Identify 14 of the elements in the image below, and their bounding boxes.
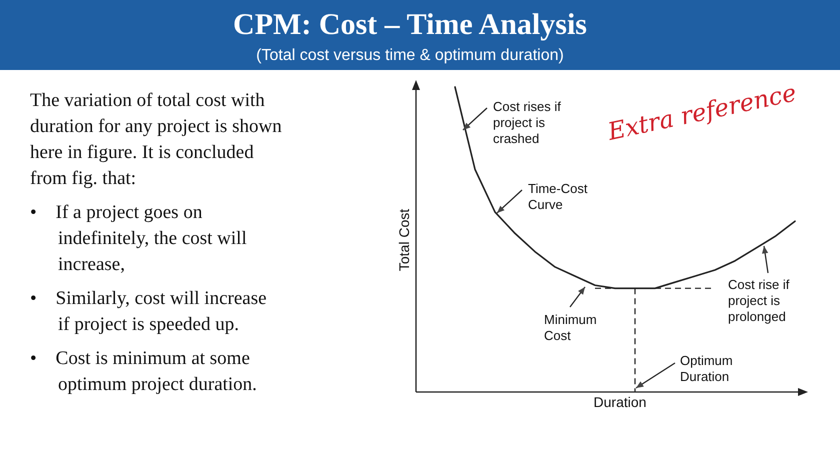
y-axis-title: Total Cost [396, 208, 412, 272]
text: • Similarly, cost will increase if project is speeded up. [30, 288, 267, 335]
annotation: Optimum Duration [680, 353, 733, 384]
chart-subtitle: (Total cost versus time & optimum duration) [256, 47, 564, 64]
annotation: Cost rises if project is crashed [493, 99, 562, 146]
text: The variation of total cost with duration for any project is shown here in figure. It is concluded from fig. that: [30, 90, 282, 189]
annotation: Time-Cost Curve [528, 181, 588, 212]
x-axis-title: Duration [594, 394, 646, 410]
annotation: Minimum Cost [544, 312, 597, 343]
annotation: Extra reference [604, 78, 799, 146]
annotation: Cost rise if project is prolonged [728, 277, 790, 324]
text: • Cost is minimum at some optimum project duration. [30, 348, 257, 395]
chart-title: CPM: Cost – Time Analysis [233, 8, 587, 41]
text: • If a project goes on indefinitely, the cost will increase, [30, 202, 247, 275]
